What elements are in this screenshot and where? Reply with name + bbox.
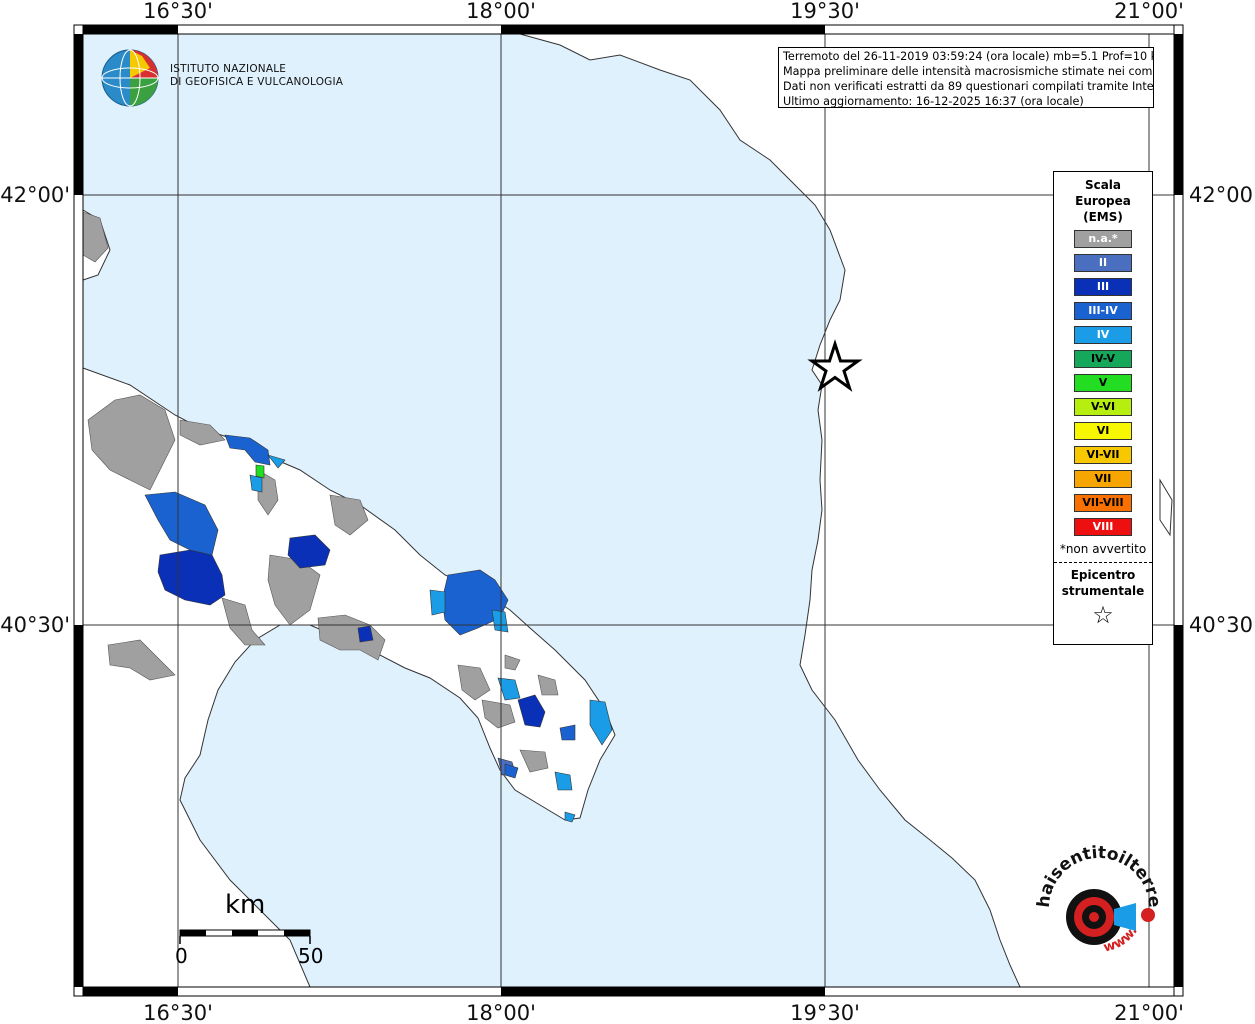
ems-legend: Scala Europea (EMS) n.a.* II III III-IV IV IV…: [1053, 171, 1153, 645]
info-line-2: Mappa preliminare delle intensità macros…: [783, 65, 1154, 78]
scale-bar: [179, 929, 311, 944]
info-line-3: Dati non verificati estratti da 89 quest…: [783, 80, 1154, 93]
comuni-na: [82, 211, 559, 773]
scale-zero: 0: [175, 944, 188, 968]
legend-item: III-IV: [1074, 302, 1132, 320]
legend-item: V: [1074, 374, 1132, 392]
legend-item: n.a.*: [1074, 230, 1132, 248]
legend-item: IV: [1074, 326, 1132, 344]
info-line-1: Terremoto del 26-11-2019 03:59:24 (ora l…: [783, 50, 1154, 63]
lon-tick-bottom-3: 19°30': [790, 1001, 860, 1024]
scale-unit: km: [225, 890, 266, 920]
legend-item: VII-VIII: [1074, 494, 1132, 512]
lat-tick-left-2: 40°30': [0, 613, 70, 637]
lon-tick-top-3: 19°30': [790, 0, 860, 23]
info-box: Terremoto del 26-11-2019 03:59:24 (ora l…: [778, 47, 1154, 108]
legend-item: III: [1074, 278, 1132, 296]
lon-tick-bottom-1: 16°30': [143, 1001, 213, 1024]
lat-tick-left-1: 42°00': [0, 183, 70, 207]
legend-item: V-VI: [1074, 398, 1132, 416]
legend-item: VI-VII: [1074, 446, 1132, 464]
hsit-logo: haisentitoilterremoto.it www.: [1036, 845, 1162, 956]
comuni-IV: [249, 454, 613, 823]
comuni-III: [157, 534, 546, 728]
legend-item: VI: [1074, 422, 1132, 440]
legend-title-1: Scala: [1084, 178, 1122, 192]
info-line-4: Ultimo aggiornamento: 16-12-2025 16:37 (…: [783, 95, 1084, 108]
legend-title-3: (EMS): [1083, 210, 1123, 224]
legend-separator: [1054, 562, 1152, 563]
legend-star-icon: ☆: [1092, 601, 1114, 629]
legend-item: VIII: [1074, 518, 1132, 536]
scale-max: 50: [298, 944, 324, 968]
legend-epicentro-2: strumentale: [1061, 584, 1145, 598]
legend-epicentro-1: Epicentro: [1070, 568, 1136, 582]
epicenter-star: [807, 339, 863, 392]
legend-item: IV-V: [1074, 350, 1132, 368]
legend-title-2: Europea: [1075, 194, 1131, 208]
balkan-land: [519, 33, 1175, 988]
lon-tick-top-2: 18°00': [466, 0, 536, 23]
ingv-name: ISTITUTO NAZIONALE DI GEOFISICA E VULCAN…: [170, 63, 343, 89]
legend-item: VII: [1074, 470, 1132, 488]
ingv-line-2: DI GEOFISICA E VULCANOLOGIA: [170, 76, 344, 88]
corfu-island: [1159, 478, 1173, 537]
legend-epicentro: Epicentro strumentale: [1054, 567, 1152, 599]
ingv-line-1: ISTITUTO NAZIONALE: [170, 63, 287, 75]
legend-note: *non avvertito: [1059, 542, 1147, 556]
legend-items: n.a.* II III III-IV IV IV-V V V-VI VI VI-VII VII VI…: [1054, 230, 1152, 536]
lon-tick-bottom-2: 18°00': [466, 1001, 536, 1024]
lon-tick-top-1: 16°30': [143, 0, 213, 23]
ingv-logo: [101, 49, 159, 107]
comune-V: [255, 464, 265, 479]
legend-item: II: [1074, 254, 1132, 272]
legend-title: Scala Europea (EMS): [1054, 177, 1152, 225]
comuni-III-IV: [144, 434, 576, 779]
lon-tick-bottom-4: 21°00': [1114, 1001, 1184, 1024]
lon-tick-top-4: 21°00': [1114, 0, 1184, 23]
map-frame: [73, 24, 1184, 997]
lat-tick-right-1: 42°00': [1189, 183, 1255, 207]
lat-tick-right-2: 40°30': [1189, 613, 1255, 637]
